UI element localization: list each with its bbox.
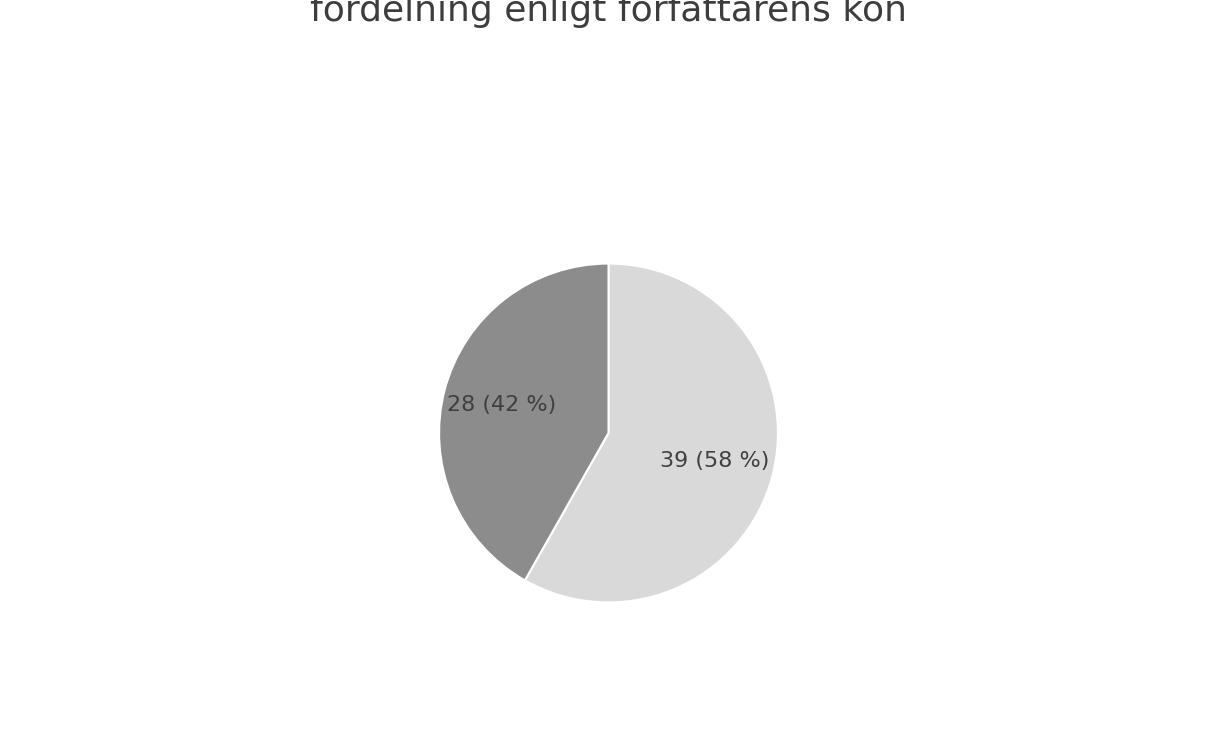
Wedge shape bbox=[439, 264, 608, 581]
Wedge shape bbox=[525, 264, 778, 602]
Text: 39 (58 %): 39 (58 %) bbox=[661, 451, 769, 471]
Title: Antal titlar i delupplaga åren 2000–2016,
fördelning enligt författarens kön: Antal titlar i delupplaga åren 2000–2016… bbox=[237, 0, 980, 28]
Text: 28 (42 %): 28 (42 %) bbox=[448, 395, 556, 415]
